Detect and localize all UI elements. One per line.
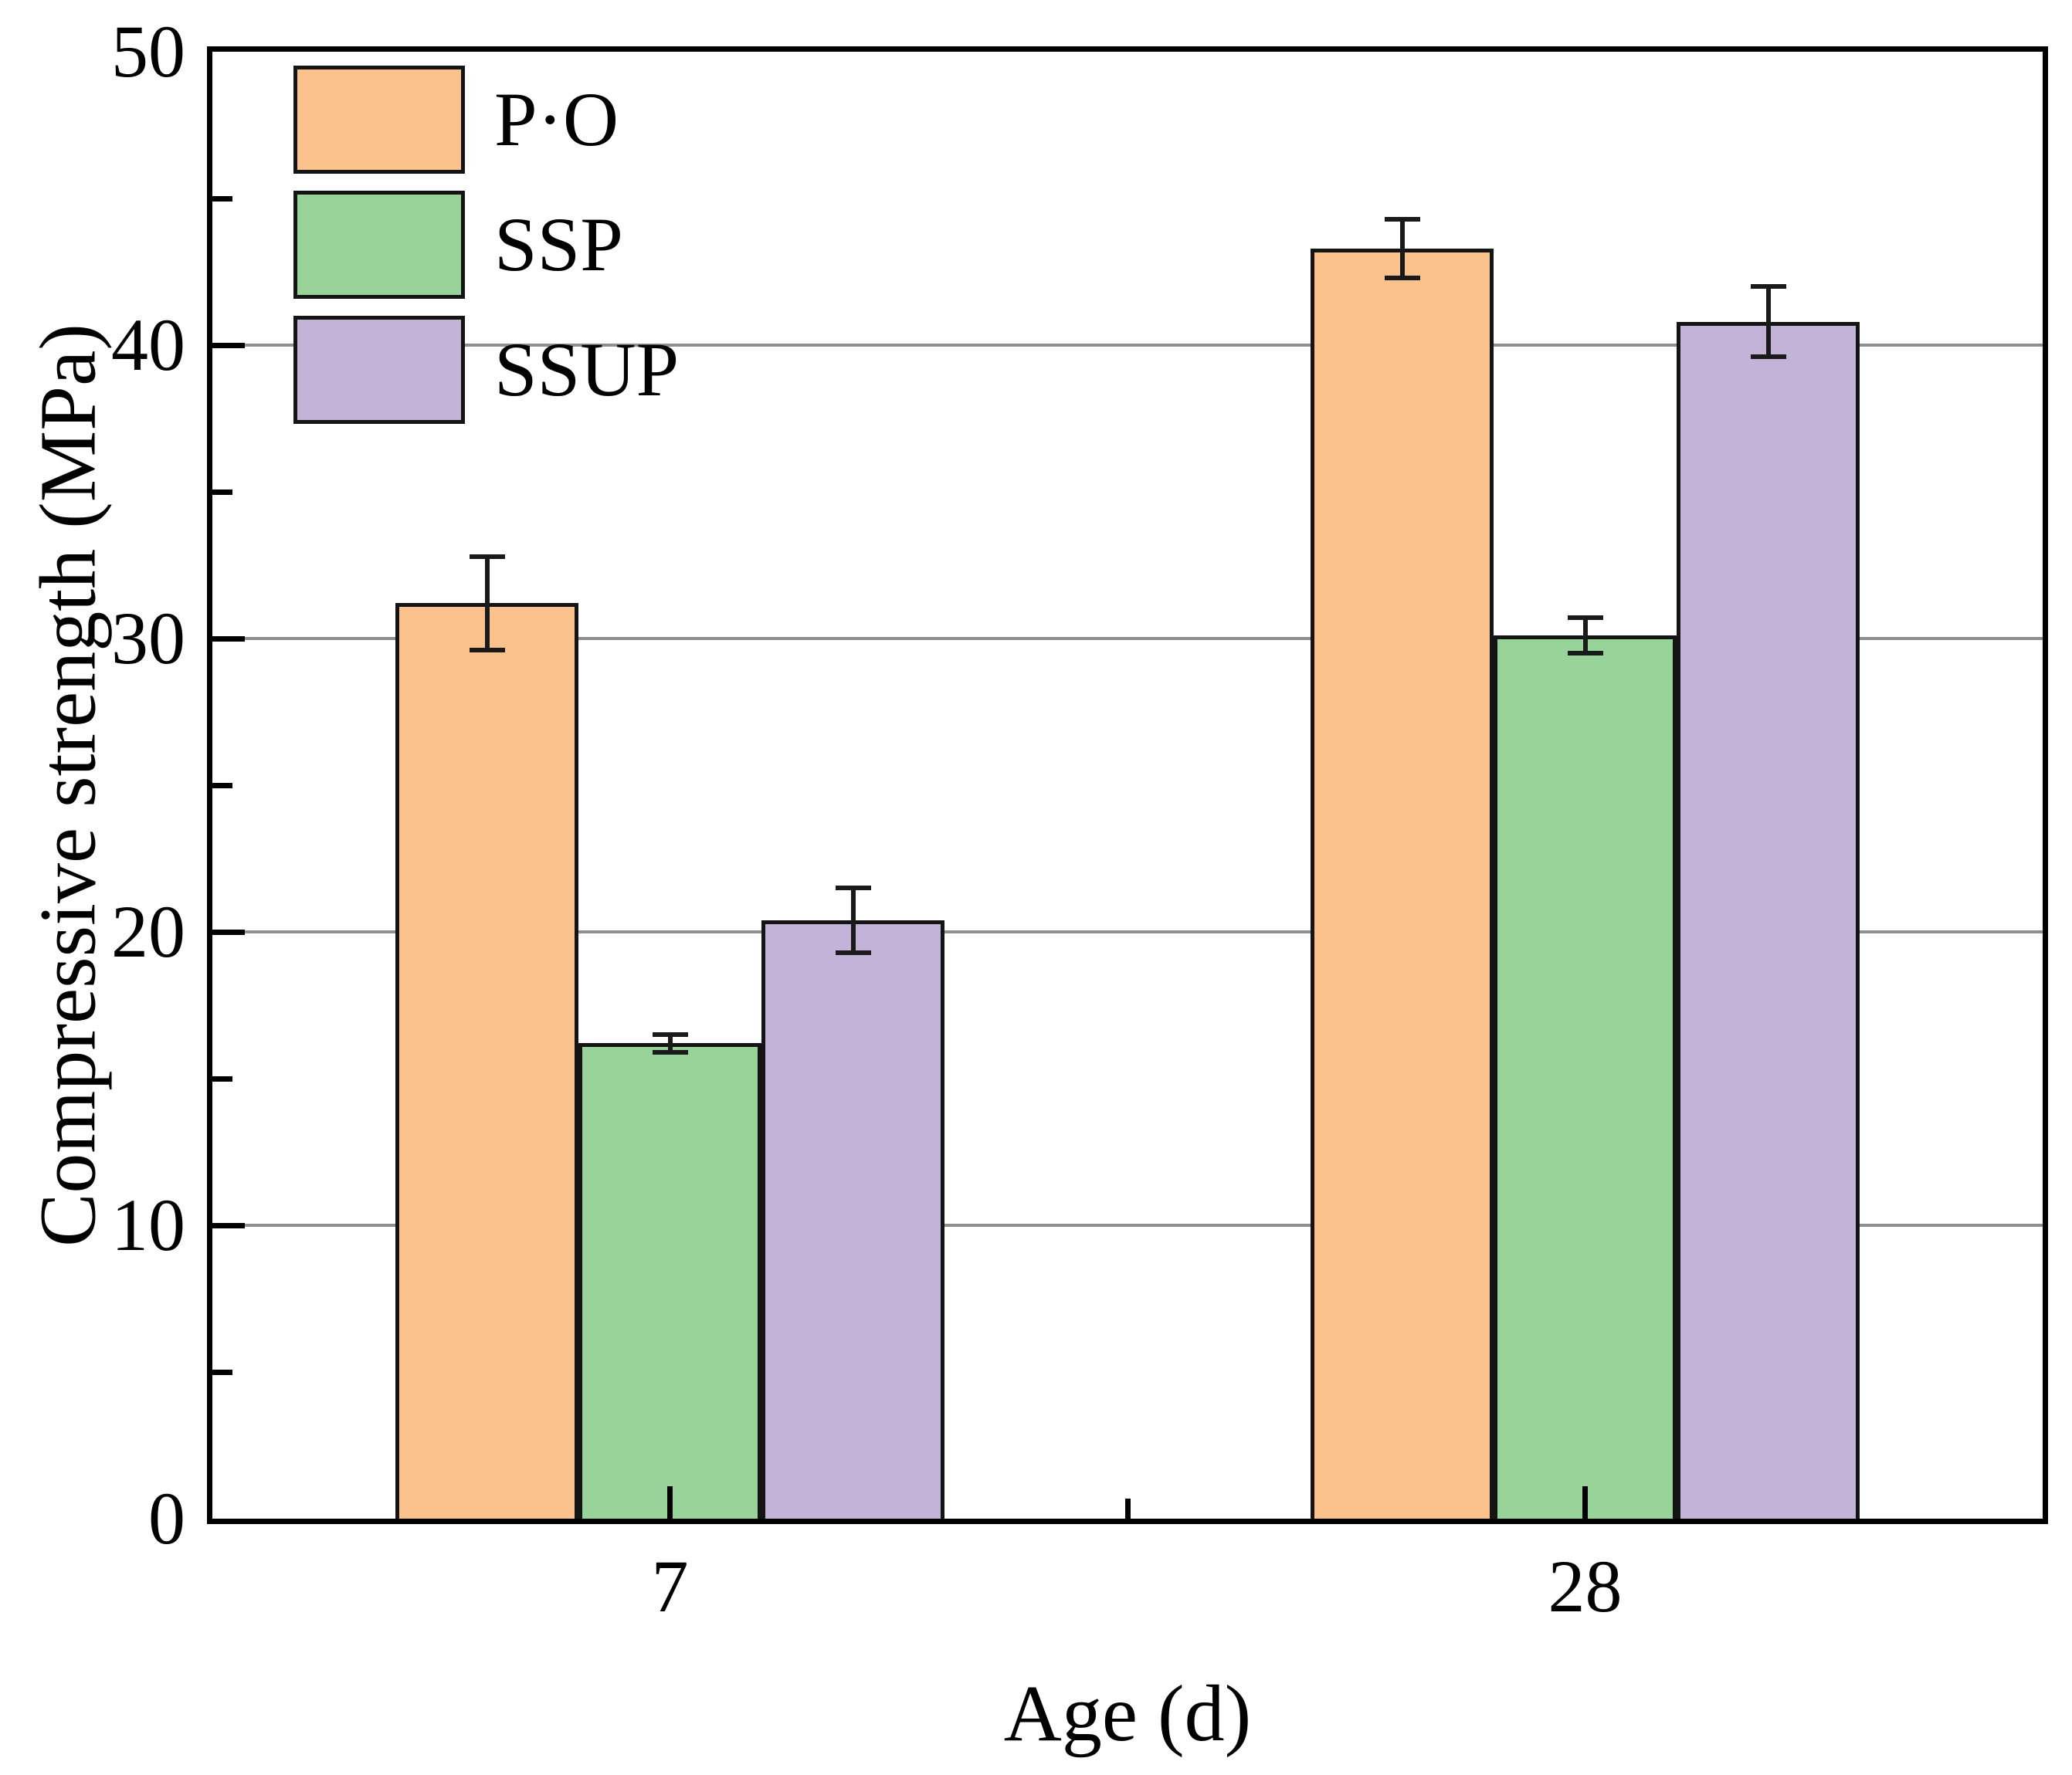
legend-item: P·O (293, 66, 679, 174)
x-tick-label: 28 (1548, 1545, 1623, 1628)
y-tick-label: 50 (111, 10, 185, 93)
y-minor-tick (212, 489, 232, 495)
legend-swatch-po (293, 66, 465, 174)
y-gridline (212, 344, 2043, 347)
plot-area: P·O SSP SSUP (212, 52, 2043, 1519)
y-tick-label: 40 (111, 303, 185, 386)
x-minor-tick (1124, 1499, 1131, 1519)
legend-swatch-ssp (293, 191, 465, 299)
y-minor-tick (212, 195, 232, 202)
error-bar-cap (1750, 284, 1786, 289)
legend-item: SSUP (293, 316, 679, 424)
error-bar-cap (469, 648, 505, 653)
y-minor-tick (212, 1076, 232, 1082)
y-major-tick (212, 1222, 245, 1228)
plot-frame: P·O SSP SSUP (207, 46, 2048, 1524)
y-minor-tick (212, 1369, 232, 1375)
y-gridline (212, 637, 2043, 640)
y-gridline (212, 930, 2043, 933)
y-major-tick (212, 635, 245, 642)
error-bar-cap (652, 1032, 688, 1037)
x-major-tick (667, 1486, 673, 1519)
bar-ssup-28d (1677, 321, 1860, 1519)
x-major-tick (1582, 1486, 1588, 1519)
bar-ssp-28d (1494, 635, 1677, 1519)
error-bar-cap (469, 554, 505, 559)
y-tick-label: 20 (111, 890, 185, 973)
error-bar-cap (1384, 275, 1420, 280)
error-bar-cap (835, 886, 871, 890)
bar-ssup-7d (761, 920, 944, 1519)
bar-ssp-7d (578, 1043, 761, 1519)
legend-item: SSP (293, 191, 679, 299)
bar-po-7d (395, 603, 578, 1519)
error-bar-line (1582, 618, 1588, 653)
x-axis-title: Age (d) (1003, 1669, 1252, 1758)
error-bar-cap (835, 950, 871, 955)
y-minor-tick (212, 782, 232, 788)
error-bar-line (1399, 218, 1405, 278)
error-bar-cap (1750, 354, 1786, 360)
legend: P·O SSP SSUP (293, 66, 679, 424)
x-tick-label: 7 (651, 1545, 689, 1628)
y-major-tick (212, 929, 245, 935)
y-tick-label: 30 (111, 597, 185, 679)
error-bar-cap (652, 1049, 688, 1055)
legend-label-ssp: SSP (494, 202, 623, 287)
error-bar-line (667, 1035, 673, 1052)
y-gridline (212, 1224, 2043, 1227)
legend-swatch-ssup (293, 316, 465, 424)
legend-label-ssup: SSUP (494, 327, 680, 412)
error-bar-cap (1567, 651, 1603, 655)
legend-label-po: P·O (494, 76, 619, 162)
y-tick-label: 10 (111, 1184, 185, 1266)
error-bar-cap (1567, 615, 1603, 621)
y-major-tick (212, 342, 245, 348)
error-bar-line (1765, 286, 1771, 357)
error-bar-cap (1384, 216, 1420, 222)
error-bar-line (484, 556, 490, 651)
error-bar-line (850, 888, 856, 953)
y-axis-title: Compressive strength (MPa) (23, 323, 113, 1247)
bar-po-28d (1311, 248, 1494, 1519)
y-tick-label: 0 (148, 1477, 185, 1560)
